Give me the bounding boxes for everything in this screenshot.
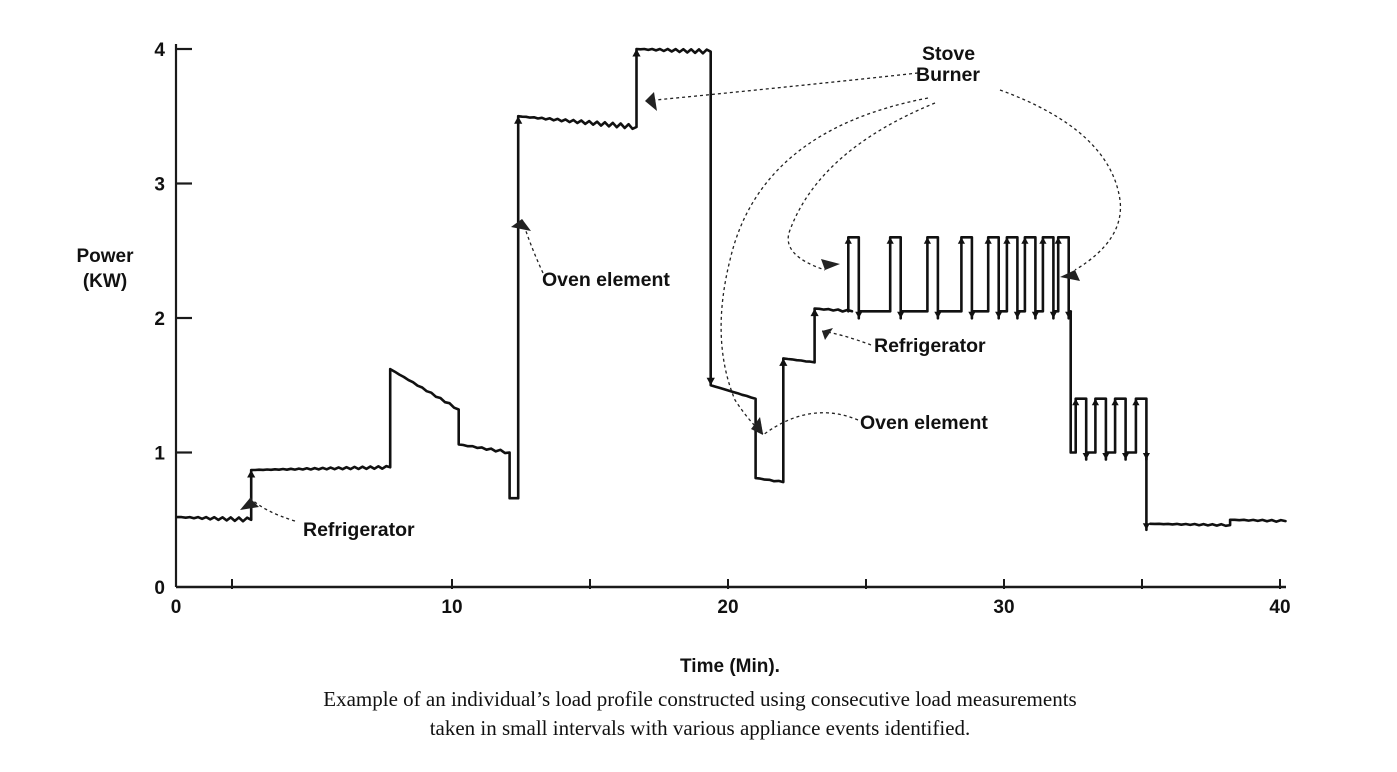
svg-text:30: 30: [993, 597, 1014, 618]
svg-text:Stove: Stove: [922, 43, 975, 65]
svg-text:Time (Min).: Time (Min).: [680, 656, 780, 677]
svg-text:Refrigerator: Refrigerator: [874, 335, 986, 357]
svg-text:0: 0: [154, 578, 165, 599]
svg-text:Oven element: Oven element: [860, 412, 988, 434]
svg-text:Power: Power: [76, 246, 134, 267]
svg-text:0: 0: [171, 597, 182, 618]
svg-text:3: 3: [154, 175, 165, 196]
svg-text:Oven element: Oven element: [542, 269, 670, 291]
svg-text:10: 10: [441, 597, 462, 618]
svg-text:2: 2: [154, 309, 165, 330]
svg-text:40: 40: [1269, 597, 1290, 618]
svg-text:1: 1: [154, 444, 165, 465]
svg-text:Refrigerator: Refrigerator: [303, 519, 415, 541]
svg-text:(KW): (KW): [83, 271, 127, 292]
svg-text:20: 20: [717, 597, 738, 618]
svg-text:4: 4: [154, 40, 165, 61]
svg-text:Burner: Burner: [916, 64, 980, 86]
